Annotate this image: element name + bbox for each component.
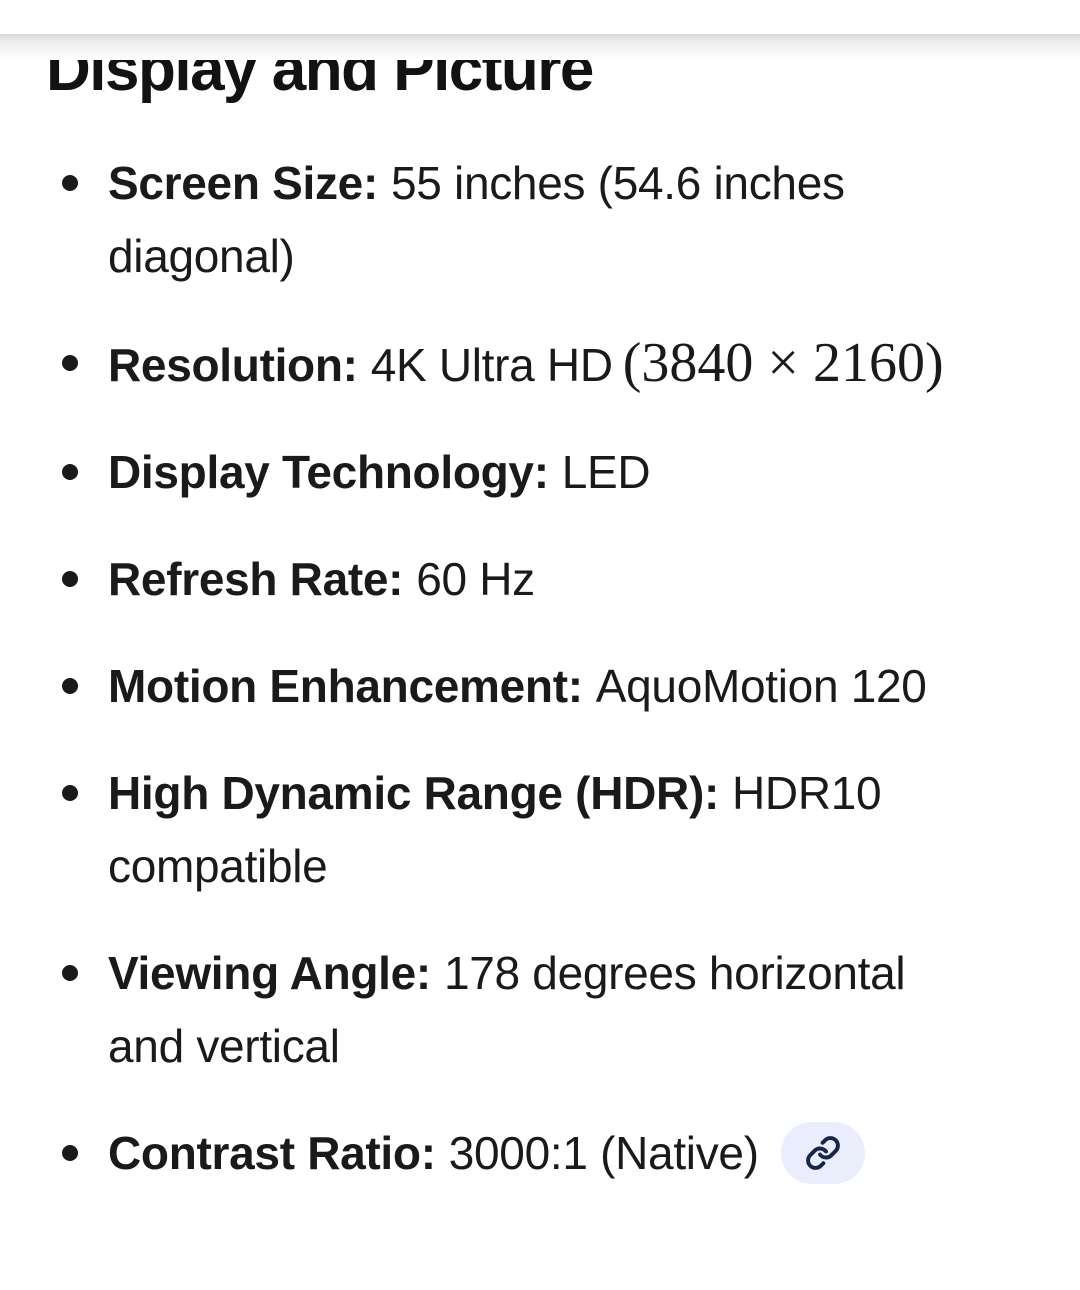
spec-label: Contrast Ratio: xyxy=(108,1127,436,1180)
spec-label: Motion Enhancement: xyxy=(108,660,583,713)
spec-value: 3000:1 (Native) xyxy=(448,1127,759,1180)
spec-label: Refresh Rate: xyxy=(108,553,404,606)
spec-value-serif: (3840 × 2160) xyxy=(622,332,944,395)
spec-item: Refresh Rate: 60 Hz xyxy=(62,543,978,616)
bullet-dot-icon xyxy=(62,355,78,372)
section-title: Display and Picture xyxy=(46,35,594,104)
spec-value: 55 inches (54.6 inches diagonal) xyxy=(108,157,845,283)
spec-label: Screen Size: xyxy=(108,157,378,210)
spec-list: Screen Size: 55 inches (54.6 inches diago… xyxy=(62,147,978,1190)
spec-label: High Dynamic Range (HDR): xyxy=(108,767,719,820)
spec-item: Screen Size: 55 inches (54.6 inches diago… xyxy=(62,147,978,293)
spec-value: 178 degrees horizontal and vertical xyxy=(108,947,906,1073)
spec-value: 60 Hz xyxy=(416,553,535,606)
spec-item: Viewing Angle: 178 degrees horizontal and… xyxy=(62,937,978,1083)
spec-item: Resolution: 4K Ultra HD (3840 × 2160) xyxy=(62,327,978,402)
spec-value: 4K Ultra HD xyxy=(370,339,613,392)
bullet-dot-icon xyxy=(62,785,78,802)
bullet-dot-icon xyxy=(62,175,78,192)
bullet-dot-icon xyxy=(62,678,78,695)
bullet-dot-icon xyxy=(62,571,78,588)
spec-label: Resolution: xyxy=(108,339,358,392)
bullet-dot-icon xyxy=(62,464,78,481)
spec-label: Display Technology: xyxy=(108,446,549,499)
product-specs-page: Display and Picture Screen Size: 55 inche… xyxy=(0,34,1080,1190)
link-icon xyxy=(805,1136,840,1170)
spec-value: LED xyxy=(561,446,651,499)
bullet-dot-icon xyxy=(62,965,78,982)
spec-item: Contrast Ratio: 3000:1 (Native) xyxy=(62,1117,978,1190)
link-badge[interactable] xyxy=(780,1122,865,1185)
spec-item: High Dynamic Range (HDR): HDR10 compatibl… xyxy=(62,757,978,903)
spec-item: Motion Enhancement: AquoMotion 120 xyxy=(62,650,978,723)
spec-label: Viewing Angle: xyxy=(108,947,431,1000)
bullet-dot-icon xyxy=(62,1145,78,1162)
spec-item: Display Technology: LED xyxy=(62,436,978,509)
spec-value: AquoMotion 120 xyxy=(595,660,927,713)
spec-value: HDR10 compatible xyxy=(108,767,882,893)
